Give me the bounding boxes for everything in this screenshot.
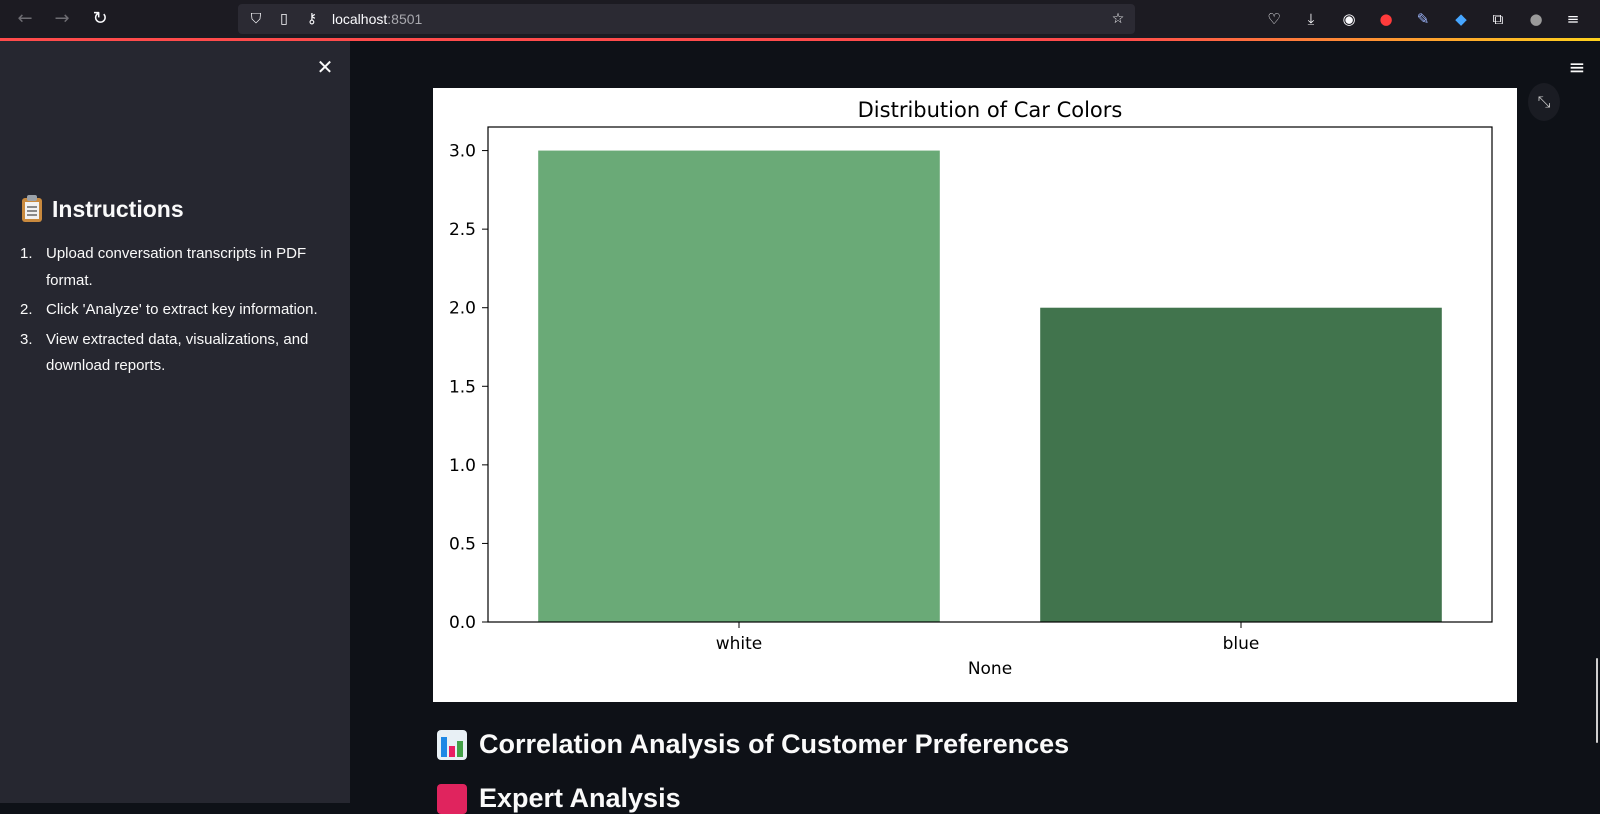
list-item: 2. Click 'Analyze' to extract key informa… [20, 297, 335, 324]
extensions-puzzle-icon[interactable]: ⧉ [1492, 10, 1504, 28]
expert-icon [437, 783, 467, 814]
browser-menu-icon[interactable]: ≡ [1566, 10, 1580, 28]
main-content: ≡ ⤡ Distribution of Car Colors white blue 0… [350, 41, 1600, 814]
section-heading-text: Correlation Analysis of Customer Prefere… [479, 729, 1070, 759]
y-tick-label: 0.5 [449, 534, 476, 554]
y-tick-label: 0.0 [449, 613, 476, 633]
address-bar[interactable]: ⛉ ▯ ⚷ localhost:8501 ☆ [238, 4, 1135, 34]
shield-icon[interactable]: ⛉ [250, 11, 262, 27]
forward-arrow-icon[interactable]: → [54, 8, 70, 29]
step-number: 1. [20, 245, 33, 262]
y-tick-label: 2.0 [449, 299, 476, 319]
gem-extension-icon[interactable]: ◆ [1455, 10, 1467, 28]
list-item: 3. View extracted data, visualizations, a… [20, 327, 335, 380]
step-number: 2. [20, 301, 33, 318]
fullscreen-expand-icon[interactable]: ⤡ [1528, 83, 1560, 121]
page-scrollbar[interactable] [1596, 658, 1598, 743]
sidebar-heading-text: Instructions [52, 195, 184, 222]
bookmark-star-icon[interactable]: ☆ [1111, 11, 1125, 27]
reload-icon[interactable]: ↻ [92, 8, 108, 29]
section-heading: Correlation Analysis of Customer Prefere… [437, 729, 1069, 760]
mask-extension-icon[interactable]: ● [1529, 10, 1543, 28]
close-icon[interactable]: ✕ [316, 55, 334, 79]
step-text: View extracted data, visualizations, and… [46, 330, 309, 375]
next-section-heading-text: Expert Analysis [479, 783, 681, 813]
next-section-heading: Expert Analysis [437, 783, 681, 814]
url-text[interactable]: localhost:8501 [332, 11, 422, 27]
account-icon[interactable]: ◉ [1342, 10, 1356, 28]
stop-hand-extension-icon[interactable]: ● [1379, 10, 1393, 28]
list-item: 1. Upload conversation transcripts in PDF… [20, 241, 335, 294]
chart-title: Distribution of Car Colors [858, 98, 1123, 122]
sidebar-heading: Instructions [20, 195, 184, 223]
y-tick-label: 1.5 [449, 377, 476, 397]
url-port: :8501 [387, 11, 423, 27]
bar-white [538, 150, 940, 623]
bar-chart: Distribution of Car Colors white blue 0.0 0.… [433, 88, 1517, 702]
permissions-icon[interactable]: ⚷ [306, 11, 318, 27]
step-text: Click 'Analyze' to extract key informati… [46, 301, 318, 318]
step-text: Upload conversation transcripts in PDF f… [46, 245, 307, 289]
back-arrow-icon[interactable]: ← [17, 8, 33, 29]
bar-blue [1040, 307, 1442, 622]
y-tick-label: 2.5 [449, 220, 476, 240]
bar-chart-icon [437, 729, 467, 760]
clipboard-icon [20, 195, 44, 223]
hamburger-menu-icon[interactable]: ≡ [1568, 55, 1586, 79]
browser-toolbar: ← → ↻ ⛉ ▯ ⚷ localhost:8501 ☆ ♡ ⤓ ◉ ● ✎ ◆… [0, 0, 1600, 38]
sidebar: ✕ Instructions 1. Upload conversation tra… [0, 41, 350, 803]
header-accent-line [0, 38, 1600, 41]
plot-frame [487, 126, 1493, 623]
x-tick-label-white: white [716, 634, 763, 654]
chart-svg: Distribution of Car Colors white blue 0.0 0.… [449, 98, 1493, 679]
pen-extension-icon[interactable]: ✎ [1416, 10, 1430, 28]
y-tick-label: 1.0 [449, 456, 476, 476]
pocket-icon[interactable]: ♡ [1267, 10, 1281, 28]
url-host: localhost [332, 11, 388, 27]
step-number: 3. [20, 330, 33, 348]
download-icon[interactable]: ⤓ [1307, 10, 1315, 28]
y-tick-label: 3.0 [449, 142, 476, 162]
page-icon[interactable]: ▯ [280, 11, 288, 27]
instructions-list: 1. Upload conversation transcripts in PDF… [20, 241, 335, 383]
x-axis-label: None [968, 659, 1012, 679]
x-tick-label-blue: blue [1223, 634, 1260, 654]
